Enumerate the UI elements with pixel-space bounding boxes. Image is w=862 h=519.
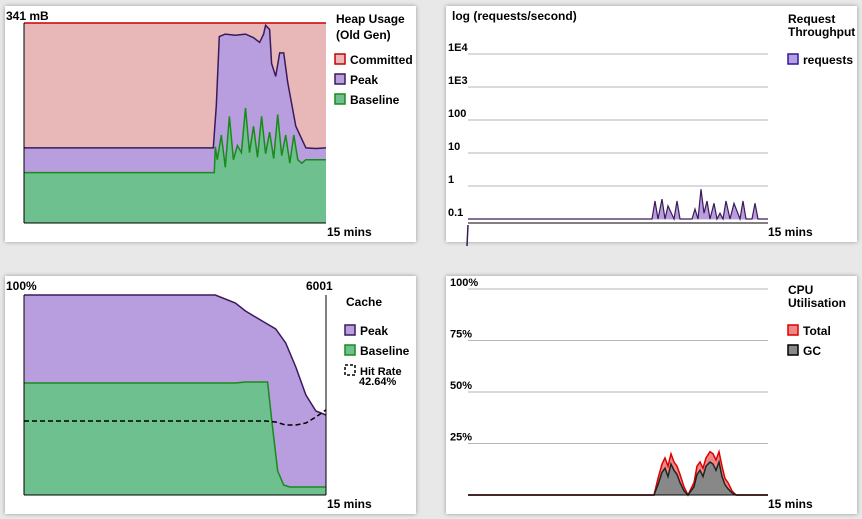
heap-title-line2: (Old Gen)	[336, 28, 391, 42]
heap-x-label: 15 mins	[327, 225, 372, 239]
requests-requests-line	[468, 189, 768, 222]
heap-legend-peak-label: Peak	[350, 73, 378, 87]
cache-y-max-label: 100%	[6, 279, 37, 293]
heap-baseline-line	[24, 107, 326, 174]
cpu-legend-gc-label: GC	[803, 344, 821, 358]
cache-legend-baseline-swatch	[344, 344, 356, 356]
cpu-tick-label-25: 25%	[450, 432, 472, 444]
cache-legend-hit-rate-label: Hit Rate	[360, 366, 402, 378]
requests-title-line2: Throughput	[788, 25, 855, 39]
cache-baseline-line	[24, 381, 326, 488]
cpu-legend-total-label: Total	[803, 324, 831, 338]
cache-chart: 100% 6001 15 mins Cache Peak Baseline Hit …	[6, 279, 410, 511]
cache-right-label: 6001	[306, 279, 333, 293]
request-throughput-panel: 0.1 1 10 100 1E3 1E4 log (requests/second) 15…	[446, 6, 857, 247]
cpu-title-line1: CPU	[788, 283, 813, 297]
requests-title-line1: Request	[788, 12, 835, 26]
requests-x-label: 15 mins	[768, 225, 813, 239]
request-throughput-chart: 0.1 1 10 100 1E3 1E4 log (requests/second) 15…	[448, 9, 855, 247]
cache-title: Cache	[346, 295, 382, 309]
requests-tick-label-10: 10	[448, 141, 460, 153]
cache-panel: 100% 6001 15 mins Cache Peak Baseline Hit …	[5, 276, 416, 514]
cpu-tick-label-100: 100%	[450, 277, 478, 289]
cpu-tick-label-50: 50%	[450, 380, 472, 392]
cpu-gc-line	[468, 459, 768, 497]
requests-start-spike	[466, 224, 469, 247]
cpu-utilisation-panel: 25% 50% 75% 100% 15 mins CPU Utilisation To…	[446, 276, 857, 514]
requests-y-label: log (requests/second)	[452, 9, 577, 23]
cache-legend-peak-swatch	[344, 324, 356, 336]
heap-y-max-label: 341 mB	[6, 9, 49, 23]
heap-legend-committed-swatch	[334, 53, 346, 65]
requests-requests-area	[468, 189, 768, 219]
cache-legend-hit-rate-swatch	[344, 364, 356, 376]
heap-baseline-area	[24, 108, 326, 223]
cache-legend-peak-label: Peak	[360, 324, 388, 338]
cache-peak-line	[24, 294, 327, 416]
cpu-tick-label-75: 75%	[450, 329, 472, 341]
requests-tick-label-0-1: 0.1	[448, 207, 463, 219]
cache-baseline-area	[24, 382, 326, 495]
requests-legend-requests-swatch	[787, 53, 799, 65]
requests-tick-label-1: 1	[448, 174, 454, 186]
heap-usage-chart: 341 mB 15 mins Heap Usage (Old Gen) Comm…	[6, 9, 413, 239]
cache-legend-baseline-label: Baseline	[360, 344, 410, 358]
cache-x-label: 15 mins	[327, 497, 372, 511]
heap-legend-committed-label: Committed	[350, 53, 413, 67]
cpu-title-line2: Utilisation	[788, 296, 846, 310]
heap-title-line1: Heap Usage	[336, 12, 405, 26]
cpu-gc-area	[468, 462, 768, 495]
heap-legend-peak-swatch	[334, 73, 346, 85]
cpu-legend-total-swatch	[787, 324, 799, 336]
cache-hit-rate-value: 42.64%	[359, 376, 397, 388]
requests-tick-label-1e3: 1E3	[448, 75, 468, 87]
heap-legend-baseline-label: Baseline	[350, 93, 400, 107]
cpu-x-label: 15 mins	[768, 497, 813, 511]
heap-legend-baseline-swatch	[334, 93, 346, 105]
cpu-utilisation-chart: 25% 50% 75% 100% 15 mins CPU Utilisation To…	[450, 277, 846, 511]
cache-hit-rate-line	[24, 409, 327, 426]
cpu-legend-gc-swatch	[787, 344, 799, 356]
cpu-total-line	[468, 448, 768, 497]
requests-legend-requests-label: requests	[803, 53, 853, 67]
requests-tick-label-1e4: 1E4	[448, 42, 468, 54]
requests-tick-label-100: 100	[448, 108, 466, 120]
heap-usage-panel: 341 mB 15 mins Heap Usage (Old Gen) Comm…	[5, 6, 416, 242]
heap-peak-line	[24, 23, 327, 150]
